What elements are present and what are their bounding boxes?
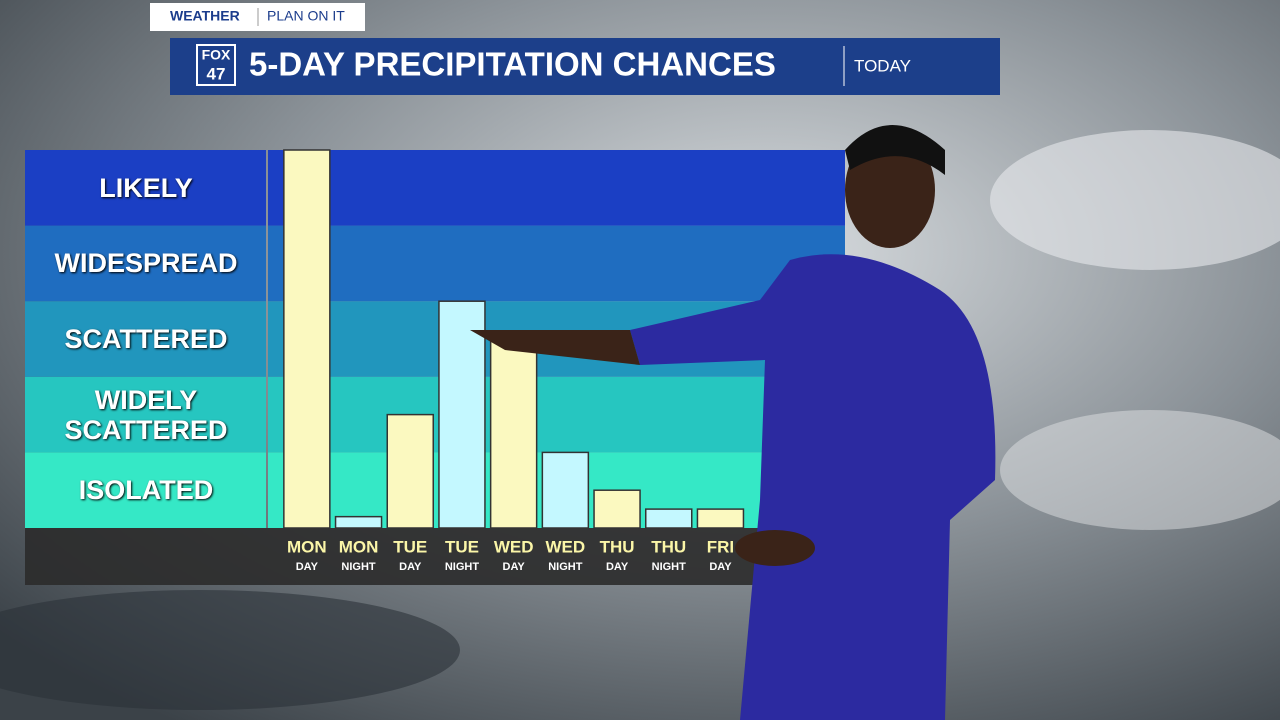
band-label: SCATTERED [64, 323, 228, 354]
logo-bottom: 47 [207, 64, 226, 83]
band-label-bg [25, 452, 266, 528]
bar [541, 451, 590, 529]
cloud [990, 130, 1280, 270]
bar [645, 508, 693, 529]
title-bar [170, 38, 1000, 95]
slogan: PLAN ON IT [267, 8, 345, 24]
logo [196, 44, 236, 86]
x-tick-sublabel: DAY [296, 561, 319, 573]
x-tick-label: MON [339, 537, 379, 556]
x-tick-label: THU [651, 537, 686, 556]
x-tick-sublabel: DAY [399, 561, 422, 573]
x-tick-label: MON [287, 537, 327, 556]
brand: WEATHER [170, 8, 240, 24]
presenter [470, 125, 996, 720]
cloud [1000, 410, 1280, 530]
band-label-bg [25, 301, 266, 377]
band-label: LIKELY [99, 172, 193, 203]
x-tick-sublabel: NIGHT [341, 561, 376, 573]
band [268, 376, 845, 453]
logo-top: FOX [202, 47, 231, 63]
bar [283, 149, 331, 529]
bar [593, 489, 641, 529]
x-tick-sublabel: DAY [503, 561, 526, 573]
band-label-bg [25, 150, 266, 226]
x-tick-sublabel: NIGHT [652, 561, 687, 573]
x-tick-label: TUE [445, 537, 479, 556]
band [268, 150, 845, 226]
bar [334, 515, 383, 529]
band-label-bg [25, 225, 266, 302]
x-tick-label: TUE [393, 537, 427, 556]
x-tick-sublabel: DAY [709, 561, 732, 573]
bar [438, 300, 486, 529]
x-tick-label: WED [494, 537, 534, 556]
band-label: WIDESPREAD [54, 248, 238, 279]
category-panel [25, 528, 845, 585]
tag: TODAY [854, 56, 911, 75]
x-tick-label: WED [546, 537, 586, 556]
bar [489, 338, 538, 529]
bar [386, 413, 434, 529]
band [268, 225, 845, 302]
band-label: ISOLATED [78, 475, 214, 506]
plot: MON DAY MON NIGHT TUE DAY TUE NIGHT WED DAY WED NIG… [25, 149, 845, 573]
x-tick-sublabel: DAY [606, 561, 629, 573]
band-label-bg [25, 376, 266, 453]
x-tick-label: FRI [707, 537, 734, 556]
cloud [0, 590, 460, 710]
x-tick-label: THU [600, 537, 635, 556]
x-tick-sublabel: NIGHT [548, 561, 583, 573]
x-tick-sublabel: NIGHT [445, 561, 480, 573]
title: 5-DAY PRECIPITATION CHANCES [249, 46, 776, 83]
band-label: WIDELY SCATTERED [64, 384, 228, 445]
bar [696, 508, 745, 529]
